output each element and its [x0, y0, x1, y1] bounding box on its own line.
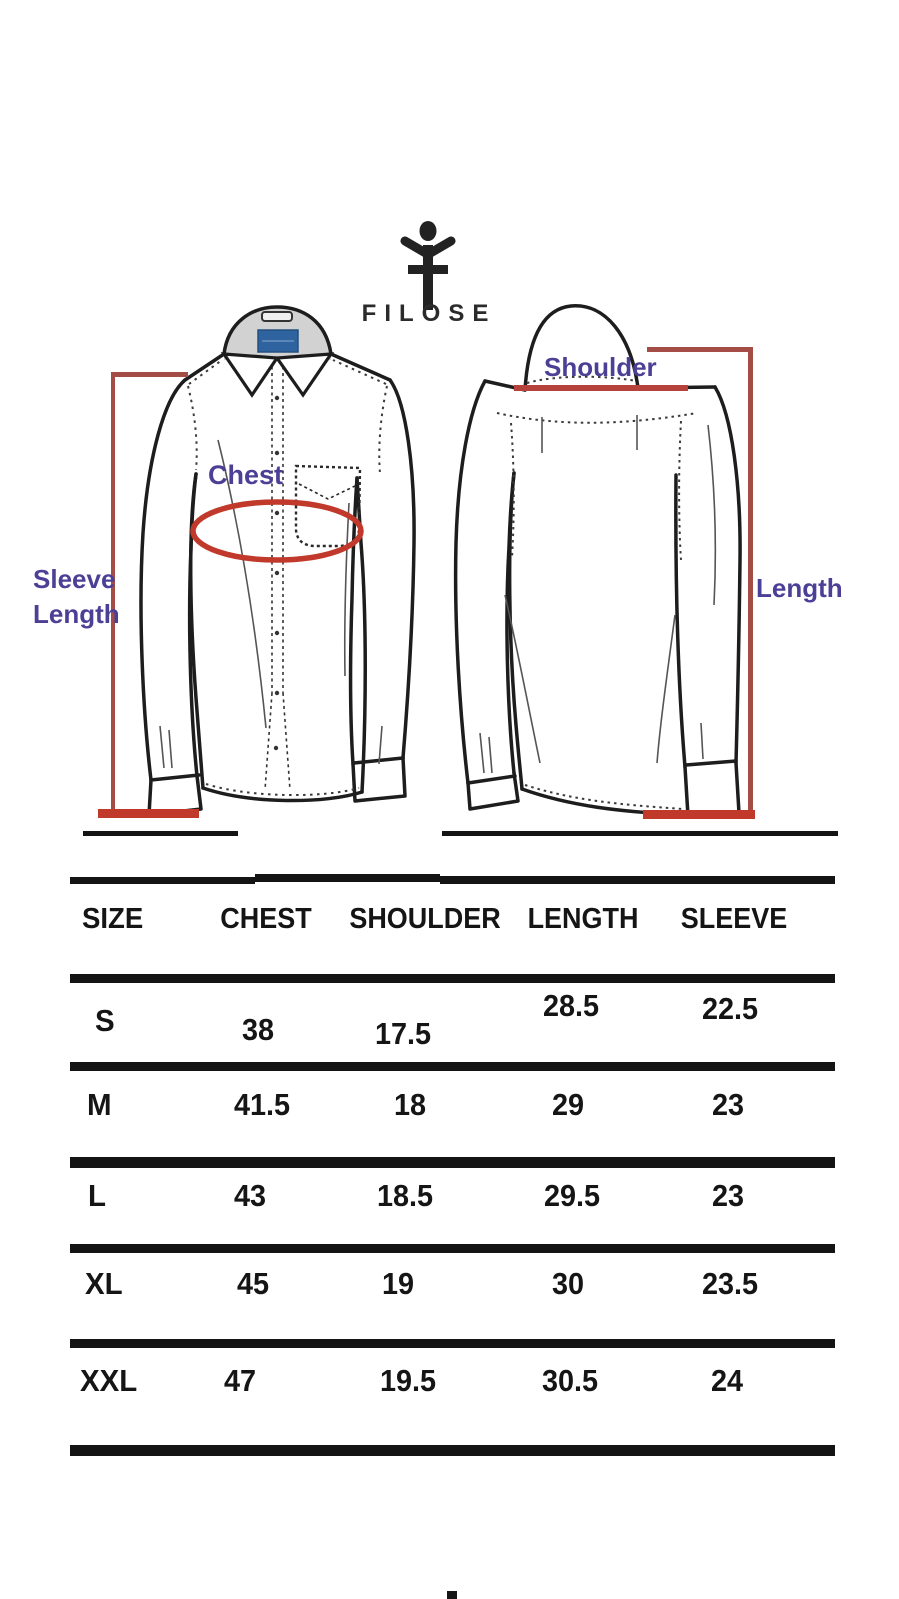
- table-rule-artifact-left: [83, 831, 238, 836]
- sleeve-length-label-line1: Sleeve: [33, 564, 116, 594]
- header-sleeve: SLEEVE: [680, 903, 788, 935]
- brand-logo-text: FILOSE: [361, 300, 497, 327]
- table-row: M 41.5 18 29 23: [0, 1084, 899, 1126]
- header-size: SIZE: [82, 903, 144, 935]
- cell-shoulder: 18: [393, 1087, 427, 1122]
- cell-length: 30.5: [541, 1363, 599, 1398]
- length-measure-top-tick: [647, 347, 753, 352]
- sleeve-length-label: Sleeve Length: [33, 562, 120, 632]
- length-label: Length: [756, 573, 843, 603]
- chest-label: Chest: [208, 460, 284, 490]
- header-chest: CHEST: [220, 903, 312, 935]
- cell-size: XXL: [80, 1363, 138, 1398]
- cell-length: 28.5: [542, 988, 600, 1023]
- cell-length: 29.5: [543, 1178, 601, 1213]
- cell-shoulder: 17.5: [374, 1016, 432, 1051]
- cell-length: 29: [551, 1087, 585, 1122]
- header-shoulder: SHOULDER: [349, 903, 501, 935]
- cell-sleeve: 24: [710, 1363, 744, 1398]
- cell-sleeve: 23: [711, 1087, 745, 1122]
- cell-size: S: [95, 1003, 115, 1038]
- shoulder-measure-line: [514, 385, 688, 391]
- cell-size: M: [87, 1087, 112, 1122]
- table-rule-top-a: [70, 877, 255, 884]
- shoulder-label: Shoulder: [544, 352, 657, 382]
- bottom-crop-artifact: [447, 1591, 457, 1599]
- cell-chest: 38: [241, 1012, 275, 1047]
- hanger-loop: [261, 311, 293, 322]
- table-row: S 38 17.5 28.5 22.5: [0, 988, 899, 1051]
- cell-shoulder: 19.5: [379, 1363, 437, 1398]
- shirt-front-drawing: [139, 305, 416, 817]
- chest-measure-ellipse: [190, 499, 364, 563]
- cell-chest: 47: [223, 1363, 257, 1398]
- cell-sleeve: 22.5: [701, 991, 759, 1026]
- sleeve-measure-line: [111, 374, 115, 812]
- header-length: LENGTH: [527, 903, 639, 935]
- sleeve-length-label-line2: Length: [33, 599, 120, 629]
- table-row: L 43 18.5 29.5 23: [0, 1175, 899, 1217]
- length-measure-line: [748, 347, 753, 815]
- table-rule-5: [70, 1244, 835, 1253]
- cell-chest: 43: [233, 1178, 267, 1213]
- table-rule-top-c: [440, 876, 835, 884]
- table-rule-artifact-right: [442, 831, 838, 836]
- cell-shoulder: 18.5: [376, 1178, 434, 1213]
- table-rule-3: [70, 1062, 835, 1071]
- cell-chest: 41.5: [233, 1087, 291, 1122]
- cell-size: XL: [85, 1266, 123, 1301]
- table-rule-4: [70, 1157, 835, 1168]
- cell-shoulder: 19: [381, 1266, 415, 1301]
- cell-length: 30: [551, 1266, 585, 1301]
- cell-sleeve: 23.5: [701, 1266, 759, 1301]
- table-rule-top-b: [255, 874, 440, 882]
- length-measure-bottom-tick: [643, 810, 755, 819]
- cell-size: L: [88, 1178, 106, 1213]
- table-rule-2: [70, 974, 835, 983]
- table-header-row: SIZE CHEST SHOULDER LENGTH SLEEVE: [0, 900, 899, 938]
- filose-logo-icon: [400, 221, 456, 310]
- table-row: XXL 47 19.5 30.5 24: [0, 1360, 899, 1402]
- shirt-back-drawing: [453, 304, 742, 818]
- table-row: XL 45 19 30 23.5: [0, 1263, 899, 1305]
- cell-sleeve: 23: [711, 1178, 745, 1213]
- sleeve-measure-bottom-tick: [98, 809, 199, 818]
- sleeve-measure-top-tick: [111, 372, 188, 377]
- table-rule-bottom: [70, 1445, 835, 1456]
- cell-chest: 45: [236, 1266, 270, 1301]
- table-rule-6: [70, 1339, 835, 1348]
